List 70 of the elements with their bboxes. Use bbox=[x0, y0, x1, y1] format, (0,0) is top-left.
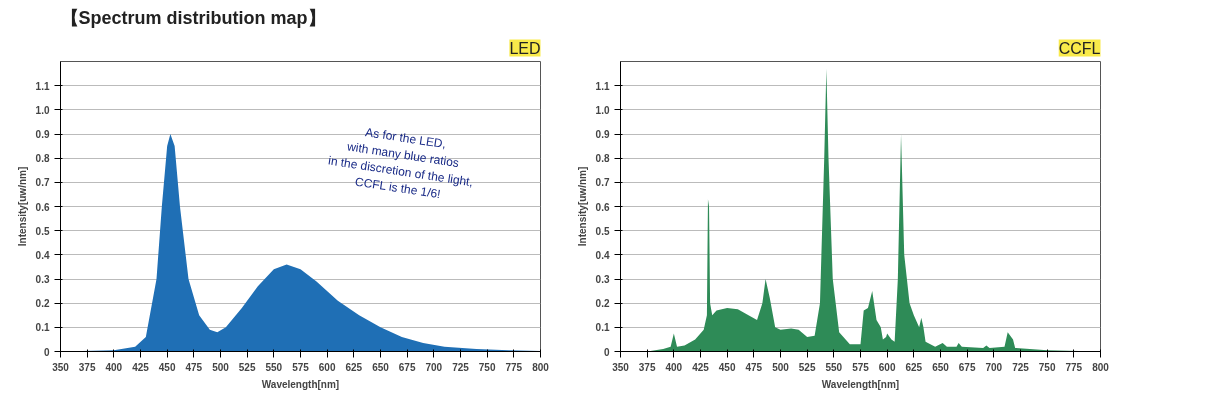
x-tick-label: 500 bbox=[772, 361, 790, 373]
y-tick-label: 0.1 bbox=[35, 322, 50, 334]
y-tick-label: 1.0 bbox=[595, 104, 610, 116]
x-tick-label: 350 bbox=[52, 361, 70, 373]
x-tick-label: 550 bbox=[825, 361, 843, 373]
x-tick-label: 725 bbox=[452, 361, 470, 373]
annotation: As for the LED, with many blue ratios in the discretion of the light, CCFL is the 1/6! bbox=[327, 125, 474, 202]
x-tick-label: 425 bbox=[692, 361, 710, 373]
x-tick-label: 675 bbox=[958, 361, 976, 373]
y-tick-label: 0.3 bbox=[35, 274, 50, 285]
x-tick-label: 775 bbox=[505, 361, 523, 373]
y-tick-label: 0.2 bbox=[595, 298, 610, 310]
y-axis-title: Intensity[uw/nm] bbox=[576, 166, 588, 247]
x-axis-title: Wavelength[nm] bbox=[261, 378, 340, 390]
y-tick-label: 0.4 bbox=[35, 249, 50, 261]
y-axis-title: Intensity[uw/nm] bbox=[16, 166, 28, 247]
x-tick-label: 725 bbox=[1012, 361, 1030, 373]
x-tick-label: 700 bbox=[425, 361, 443, 373]
x-tick-label: 475 bbox=[745, 361, 763, 373]
chart-title: CCFL bbox=[1058, 39, 1101, 57]
x-tick-label: 425 bbox=[132, 361, 150, 373]
x-tick-label: 475 bbox=[185, 361, 203, 373]
x-tick-label: 525 bbox=[238, 361, 256, 373]
x-tick-label: 625 bbox=[905, 361, 923, 373]
y-tick-label: 0.6 bbox=[35, 201, 50, 213]
y-tick-label: 0.2 bbox=[35, 298, 50, 310]
y-tick-label: 0.7 bbox=[35, 177, 50, 189]
x-tick-label: 600 bbox=[878, 361, 896, 373]
x-tick-label: 550 bbox=[265, 361, 283, 373]
x-tick-label: 775 bbox=[1065, 361, 1083, 373]
y-tick-label: 0.8 bbox=[595, 153, 610, 165]
x-tick-label: 650 bbox=[932, 361, 950, 373]
x-tick-label: 500 bbox=[212, 361, 230, 373]
y-tick-label: 1.1 bbox=[35, 80, 50, 92]
x-tick-label: 700 bbox=[985, 361, 1003, 373]
y-tick-label: 0.7 bbox=[595, 177, 610, 189]
text: 【Spectrum distribution map】 bbox=[60, 7, 326, 28]
y-tick-label: 0.5 bbox=[35, 225, 50, 237]
x-tick-label: 625 bbox=[345, 361, 363, 373]
x-tick-label: 750 bbox=[1038, 361, 1056, 373]
x-tick-label: 575 bbox=[292, 361, 310, 373]
x-tick-label: 400 bbox=[105, 361, 123, 373]
x-tick-label: 375 bbox=[78, 361, 96, 373]
x-tick-label: 800 bbox=[1092, 361, 1110, 373]
x-tick-label: 800 bbox=[532, 361, 550, 373]
x-tick-label: 450 bbox=[158, 361, 176, 373]
y-tick-label: 0.6 bbox=[595, 201, 610, 213]
x-tick-label: 650 bbox=[372, 361, 390, 373]
y-tick-label: 0.1 bbox=[595, 322, 610, 334]
x-tick-label: 375 bbox=[638, 361, 656, 373]
y-tick-label: 0.4 bbox=[595, 249, 610, 261]
y-tick-label: 0.9 bbox=[595, 129, 610, 140]
x-tick-label: 600 bbox=[318, 361, 336, 373]
x-tick-label: 575 bbox=[852, 361, 870, 373]
y-tick-label: 1.1 bbox=[595, 80, 610, 92]
y-tick-label: 0.8 bbox=[35, 153, 50, 165]
x-tick-label: 675 bbox=[398, 361, 416, 373]
x-axis-title: Wavelength[nm] bbox=[821, 378, 900, 390]
y-tick-label: 0.3 bbox=[595, 274, 610, 285]
x-tick-label: 525 bbox=[798, 361, 816, 373]
y-tick-label: 0 bbox=[603, 346, 610, 358]
x-tick-label: 350 bbox=[612, 361, 630, 373]
x-tick-label: 450 bbox=[718, 361, 736, 373]
y-tick-label: 0.5 bbox=[595, 225, 610, 237]
x-tick-label: 400 bbox=[665, 361, 683, 373]
chart-title: LED bbox=[509, 39, 541, 57]
y-tick-label: 0.9 bbox=[35, 129, 50, 140]
x-tick-label: 750 bbox=[478, 361, 496, 373]
y-tick-label: 0 bbox=[43, 346, 50, 358]
y-tick-label: 1.0 bbox=[35, 104, 50, 116]
